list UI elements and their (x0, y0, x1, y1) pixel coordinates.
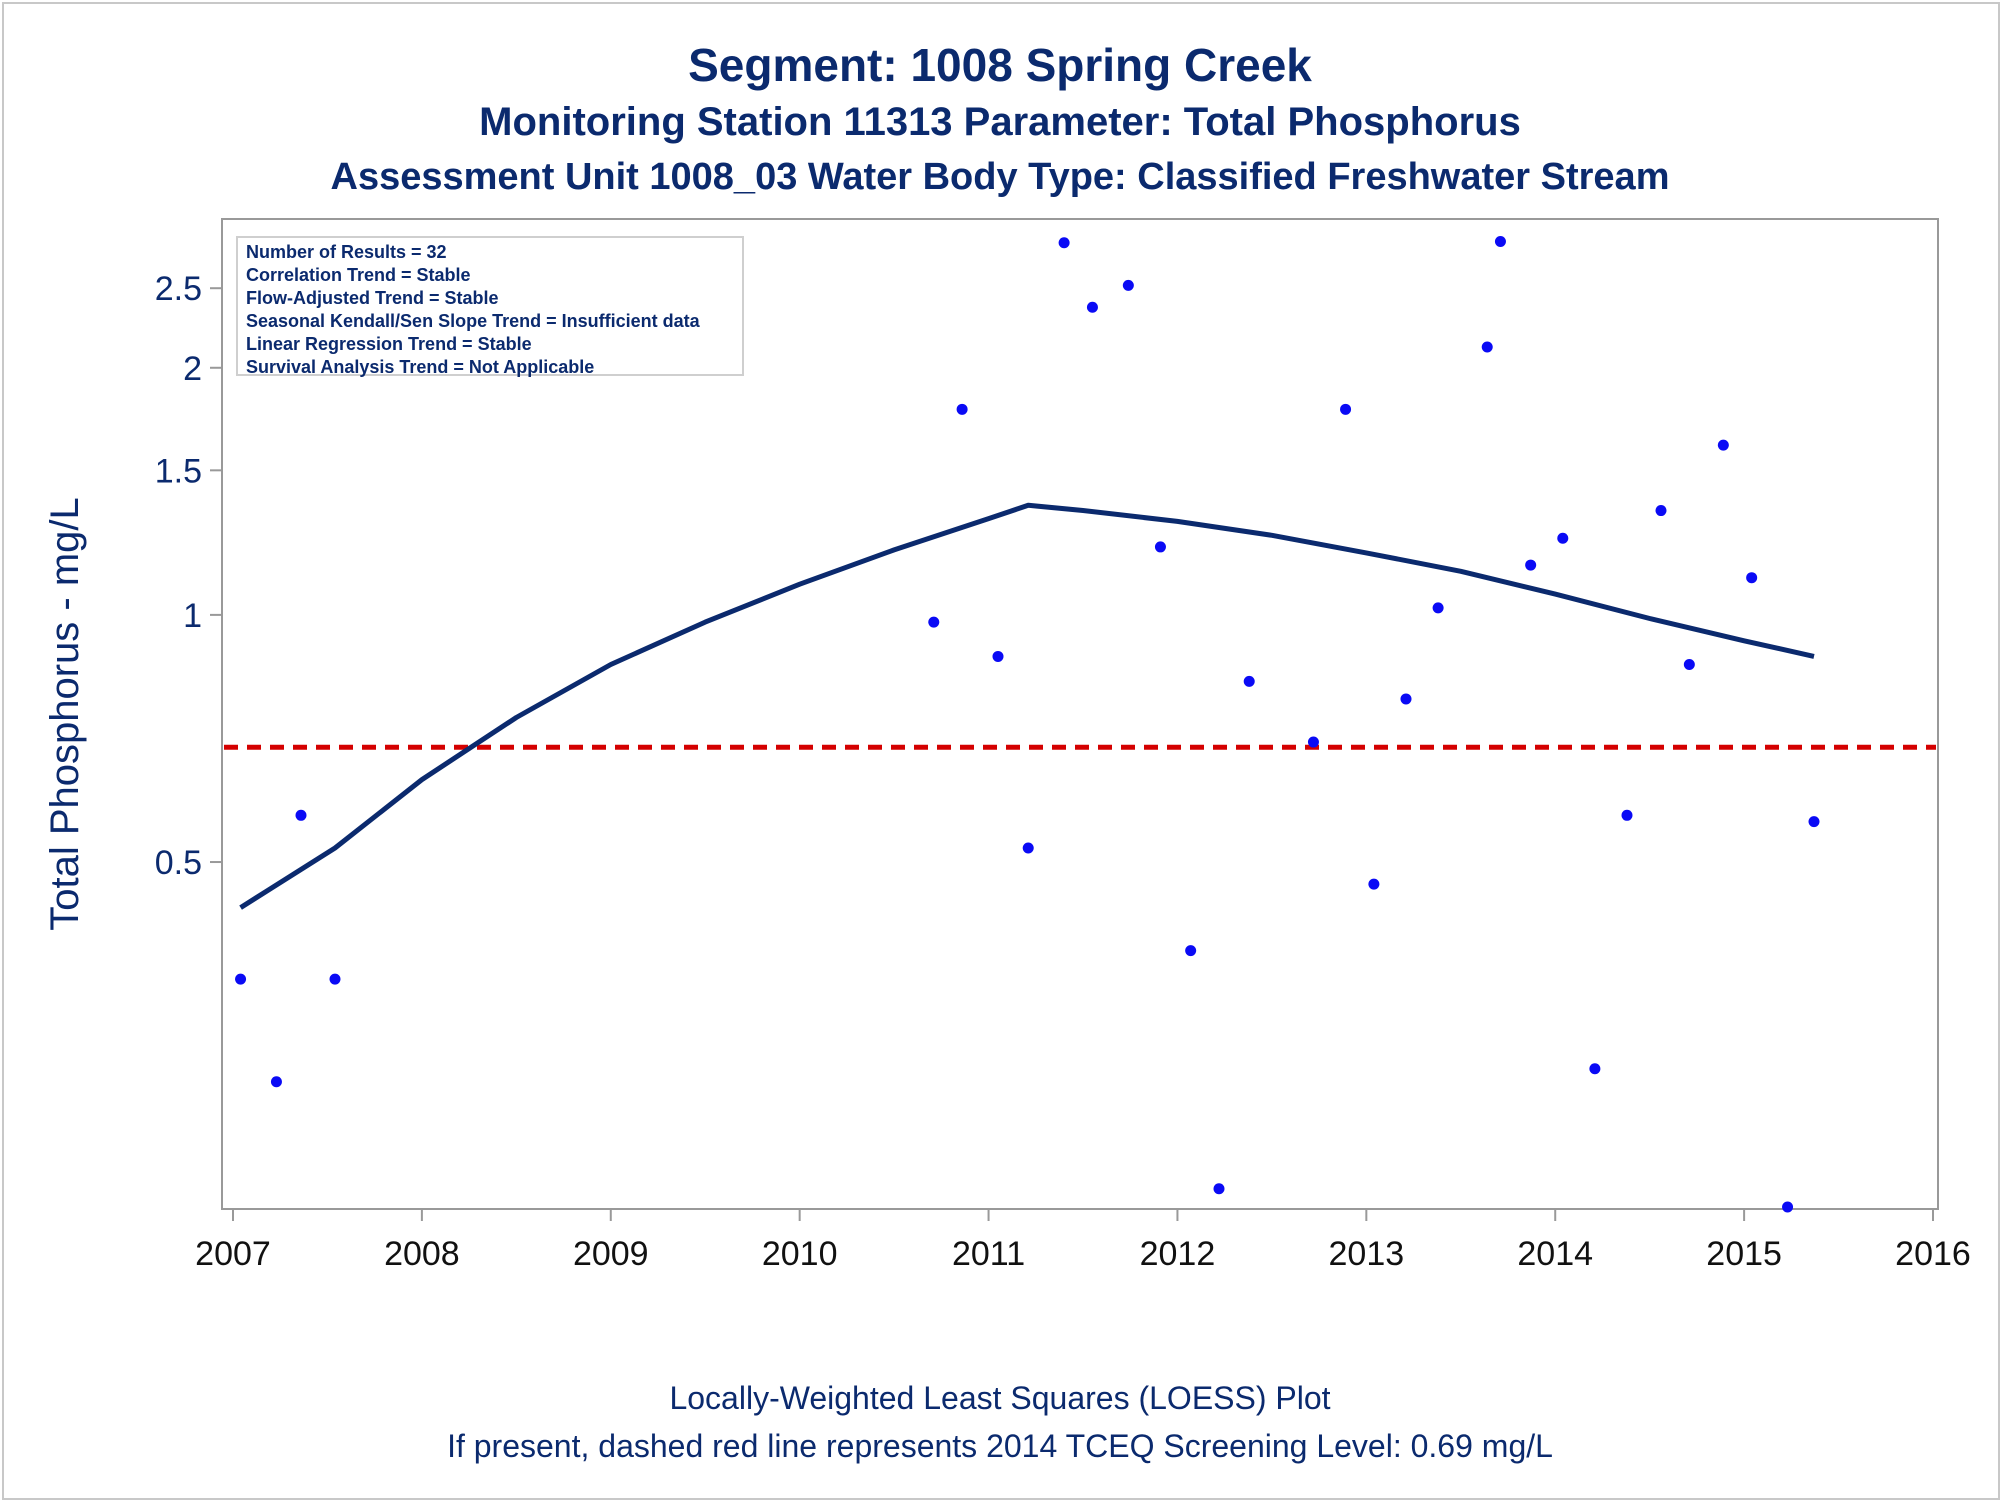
x-tick-label: 2009 (573, 1235, 649, 1273)
data-point (1154, 541, 1166, 553)
data-point (1494, 235, 1506, 247)
data-point (1432, 602, 1444, 614)
data-point (1557, 532, 1569, 544)
data-point (1122, 279, 1134, 291)
y-tick-label: 1 (183, 597, 202, 635)
data-point (1808, 816, 1820, 828)
footnote-loess: Locally-Weighted Least Squares (LOESS) P… (669, 1380, 1331, 1416)
plot-area (221, 218, 1939, 1210)
x-tick-label: 2007 (195, 1235, 271, 1273)
data-point (1746, 572, 1758, 584)
x-tick-label: 2014 (1517, 1235, 1593, 1273)
x-tick-label: 2011 (952, 1235, 1025, 1273)
data-point (1717, 439, 1729, 451)
data-point (1058, 237, 1070, 249)
x-tick-label: 2008 (384, 1235, 460, 1273)
y-tick-label: 2 (183, 350, 202, 388)
data-point (1525, 559, 1537, 571)
data-point (1655, 505, 1667, 517)
data-point (1213, 1183, 1225, 1195)
data-point (956, 403, 968, 415)
data-point (329, 973, 341, 985)
legend-line-seasonal-kendall: Seasonal Kendall/Sen Slope Trend = Insuf… (246, 311, 700, 331)
data-point (235, 973, 247, 985)
legend-line-results: Number of Results = 32 (246, 242, 447, 262)
legend-line-survival: Survival Analysis Trend = Not Applicable (246, 357, 595, 377)
chart-subtitle-2: Assessment Unit 1008_03 Water Body Type:… (330, 156, 1670, 198)
data-point (992, 650, 1004, 662)
footnote-screening-level: If present, dashed red line represents 2… (447, 1428, 1553, 1464)
plot-border (221, 218, 1939, 1210)
x-tick-label: 2010 (762, 1235, 838, 1273)
legend-line-correlation: Correlation Trend = Stable (246, 265, 471, 285)
data-point (1368, 878, 1380, 890)
loess-curve (239, 502, 1815, 910)
legend-line-linear-regression: Linear Regression Trend = Stable (246, 334, 532, 354)
x-axis: 2007 2008 2009 2010 2011 2012 2013 2014 2015 2016 (195, 1209, 1971, 1273)
x-tick-label: 2013 (1329, 1235, 1405, 1273)
x-tick-label: 2016 (1895, 1235, 1971, 1273)
y-tick-label: 0.5 (155, 844, 202, 882)
data-point (1022, 842, 1034, 854)
y-tick-label: 1.5 (155, 452, 202, 490)
y-tick-label: 2.5 (155, 270, 202, 308)
points-layer (235, 235, 1820, 1213)
data-point (1185, 945, 1197, 957)
x-tick-label: 2012 (1140, 1235, 1216, 1273)
data-point (1782, 1201, 1794, 1213)
trend-legend-box: Number of Results = 32 Correlation Trend… (236, 236, 744, 377)
data-point (928, 616, 940, 628)
legend-line-flow-adjusted: Flow-Adjusted Trend = Stable (246, 288, 499, 308)
data-point (1086, 301, 1098, 313)
data-point (1589, 1063, 1601, 1075)
y-axis-label: Total Phosphorus - mg/L (43, 497, 87, 931)
data-point (1307, 736, 1319, 748)
data-point (1621, 809, 1633, 821)
chart-title: Segment: 1008 Spring Creek (688, 39, 1312, 91)
chart-subtitle: Monitoring Station 11313 Parameter: Tota… (479, 100, 1521, 144)
data-point (1243, 675, 1255, 687)
data-point (270, 1076, 282, 1088)
data-point (1340, 403, 1352, 415)
data-point (1481, 341, 1493, 353)
y-axis: 0.5 1 1.5 2 2.5 (155, 270, 222, 882)
loess-layer (239, 502, 1815, 910)
data-point (1400, 693, 1412, 705)
data-point (1683, 659, 1695, 671)
data-point (295, 809, 307, 821)
x-tick-label: 2015 (1706, 1235, 1782, 1273)
